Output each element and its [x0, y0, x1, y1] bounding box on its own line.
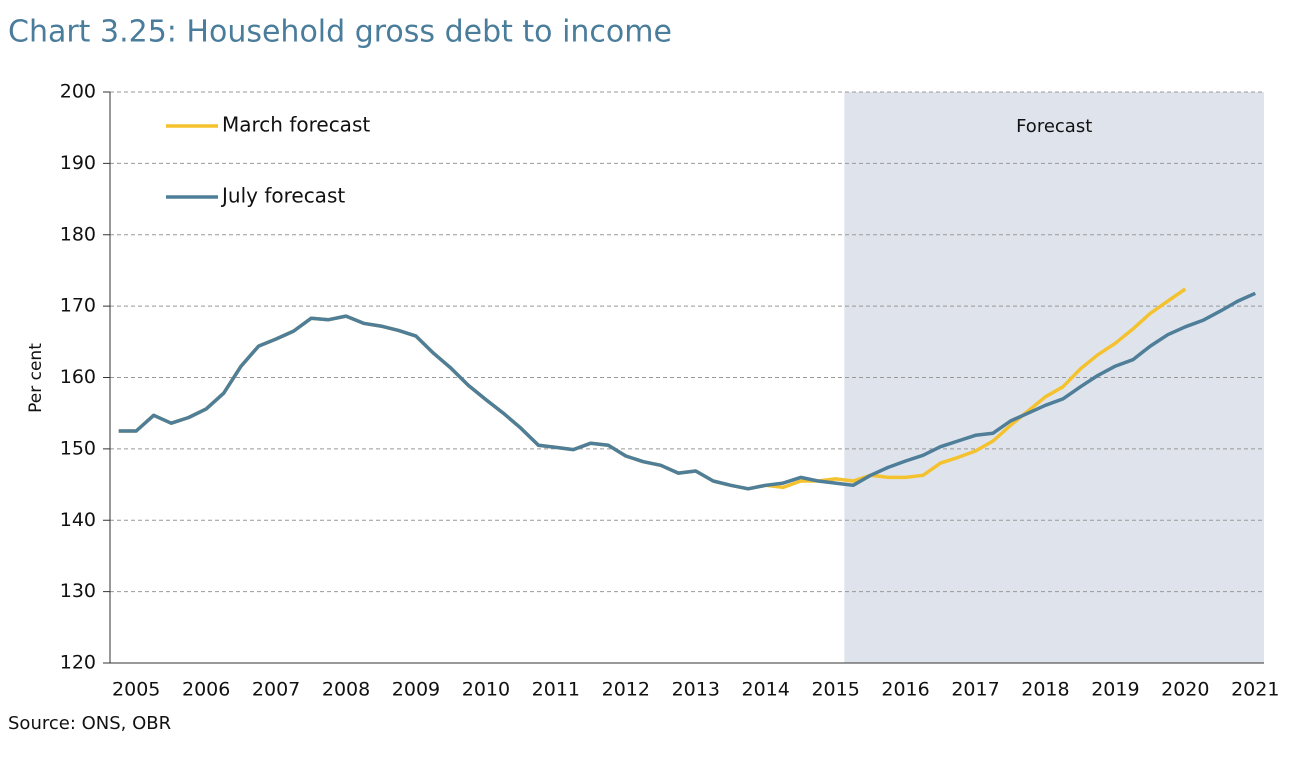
y-tick-label: 140 [60, 509, 96, 531]
y-tick-label: 120 [60, 652, 96, 674]
x-tick-label: 2021 [1231, 679, 1279, 701]
x-tick-label: 2013 [672, 679, 720, 701]
forecast-label: Forecast [1016, 116, 1092, 137]
y-tick-label: 160 [60, 366, 96, 388]
legend-label: July forecast [220, 184, 345, 208]
x-tick-label: 2012 [602, 679, 650, 701]
x-tick-label: 2016 [881, 679, 929, 701]
x-tick-label: 2011 [532, 679, 580, 701]
x-tick-label: 2017 [951, 679, 999, 701]
y-axis-label: Per cent [26, 343, 46, 413]
source: Source: ONS, OBR [8, 713, 171, 734]
x-tick-label: 2005 [112, 679, 160, 701]
y-tick-label: 200 [60, 81, 96, 103]
x-tick-label: 2007 [252, 679, 300, 701]
x-tick-label: 2006 [182, 679, 230, 701]
forecast-shade [844, 92, 1264, 663]
x-tick-label: 2019 [1091, 679, 1139, 701]
chart-title: Chart 3.25: Household gross debt to inco… [8, 15, 672, 50]
y-tick-label: 170 [60, 295, 96, 317]
y-tick-label: 130 [60, 580, 96, 602]
series-line [118, 291, 1257, 491]
y-tick-label: 150 [60, 437, 96, 459]
x-tick-label: 2020 [1161, 679, 1209, 701]
x-tick-label: 2008 [322, 679, 370, 701]
x-tick-label: 2018 [1021, 679, 1069, 701]
x-tick-label: 2014 [742, 679, 790, 701]
y-tick-label: 190 [60, 152, 96, 174]
x-tick-label: 2009 [392, 679, 440, 701]
x-tick-label: 2010 [462, 679, 510, 701]
legend-label: March forecast [222, 113, 370, 137]
y-tick-label: 180 [60, 223, 96, 245]
x-tick-label: 2015 [811, 679, 859, 701]
